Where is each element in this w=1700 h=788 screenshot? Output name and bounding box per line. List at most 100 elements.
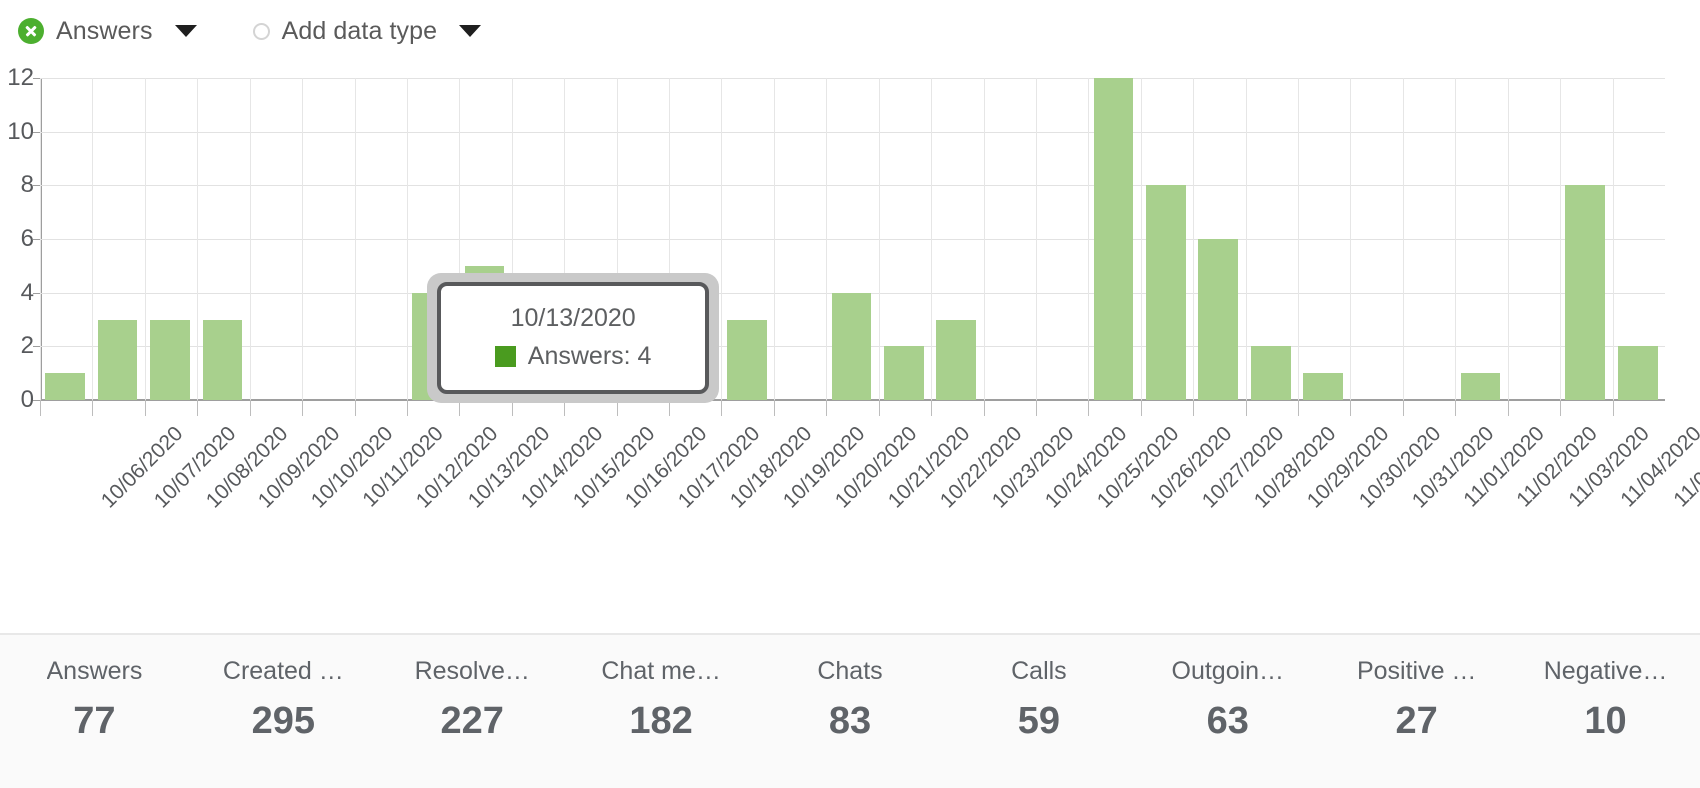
bar[interactable] bbox=[1093, 78, 1134, 400]
stat-card-value: 59 bbox=[1017, 700, 1061, 742]
y-axis-tick-label: 12 bbox=[7, 64, 34, 91]
x-axis-tick-mark bbox=[773, 400, 775, 416]
y-axis-tick-label: 8 bbox=[20, 171, 34, 199]
y-axis-tick-label: 2 bbox=[20, 332, 34, 360]
x-axis-tick-mark bbox=[616, 400, 618, 416]
bar[interactable] bbox=[1617, 346, 1658, 400]
x-gridline bbox=[197, 78, 199, 400]
x-gridline bbox=[1612, 78, 1614, 400]
bar[interactable] bbox=[726, 319, 767, 400]
y-axis-tick-label: 4 bbox=[20, 278, 34, 306]
stat-card[interactable]: Calls 59 bbox=[944, 657, 1133, 743]
legend-chip-add-data-type-label: Add data type bbox=[281, 16, 438, 45]
y-axis-tick-mark bbox=[33, 185, 40, 187]
empty-circle-icon[interactable] bbox=[252, 22, 270, 40]
x-gridline bbox=[302, 78, 304, 400]
legend-chip-add-data-type[interactable]: Add data type bbox=[247, 11, 488, 51]
x-gridline bbox=[1560, 78, 1562, 400]
chevron-down-icon[interactable] bbox=[459, 25, 482, 37]
legend-chip-answers[interactable]: Answers bbox=[12, 11, 203, 51]
stat-card[interactable]: Chat me… 182 bbox=[567, 657, 756, 743]
x-gridline bbox=[249, 78, 251, 400]
x-axis-tick-mark bbox=[1088, 400, 1090, 416]
y-axis-tick-mark bbox=[33, 239, 40, 240]
bar[interactable] bbox=[1565, 185, 1606, 400]
legend-chip-answers-label: Answers bbox=[56, 16, 153, 45]
x-gridline bbox=[1193, 78, 1195, 400]
stat-card-value: 295 bbox=[251, 700, 316, 742]
x-axis-tick-mark bbox=[249, 400, 251, 416]
x-axis-tick-mark bbox=[1193, 400, 1195, 416]
y-gridline bbox=[40, 78, 1665, 79]
x-gridline bbox=[144, 78, 146, 400]
stat-card[interactable]: Positive … 27 bbox=[1322, 657, 1511, 743]
summary-stats-bar: Answers 77 Created … 295 Resolve… 227 Chat me…… bbox=[0, 633, 1700, 788]
x-axis-tick-mark bbox=[721, 400, 723, 416]
x-gridline bbox=[564, 78, 566, 400]
x-axis-tick-mark bbox=[1035, 400, 1037, 416]
x-gridline bbox=[459, 78, 461, 400]
bar[interactable] bbox=[1250, 346, 1291, 400]
stat-card-label: Created … bbox=[222, 657, 344, 685]
x-gridline bbox=[1298, 78, 1300, 400]
x-axis-tick-mark bbox=[1612, 400, 1614, 416]
x-axis-tick-mark bbox=[1245, 400, 1247, 416]
x-gridline bbox=[669, 78, 671, 400]
x-axis-tick-mark bbox=[1402, 400, 1404, 416]
bar-chart-plot-area[interactable]: 0 2 4 6 8 10 12 10/06/2020 10/07/2020 10/08/2020 1… bbox=[7, 64, 1700, 513]
stat-card-value: 63 bbox=[1206, 700, 1249, 742]
x-gridline bbox=[1140, 78, 1142, 400]
x-axis-tick-mark bbox=[931, 400, 933, 416]
stat-card[interactable]: Resolve… 227 bbox=[378, 657, 567, 743]
stat-card-value: 83 bbox=[828, 700, 872, 742]
y-axis-tick-mark bbox=[33, 78, 40, 79]
x-gridline bbox=[1455, 78, 1457, 400]
bar[interactable] bbox=[45, 373, 86, 400]
y-gridline bbox=[40, 131, 1665, 133]
x-axis-tick-mark bbox=[878, 400, 880, 416]
bar[interactable] bbox=[1198, 239, 1239, 400]
x-gridline bbox=[826, 78, 828, 400]
close-circle-icon[interactable] bbox=[18, 18, 44, 44]
stat-card-value: 77 bbox=[73, 700, 116, 742]
y-axis-tick-label: 0 bbox=[20, 386, 34, 413]
stat-card[interactable]: Chats 83 bbox=[756, 657, 945, 743]
x-gridline bbox=[878, 78, 880, 400]
bar[interactable] bbox=[1303, 373, 1344, 400]
x-gridline bbox=[1350, 78, 1352, 400]
x-gridline bbox=[1245, 78, 1247, 400]
bar[interactable] bbox=[1146, 185, 1186, 400]
y-gridline bbox=[40, 185, 1665, 187]
stat-card[interactable]: Outgoin… 63 bbox=[1133, 657, 1322, 743]
x-gridline bbox=[92, 78, 94, 400]
stat-card-value: 182 bbox=[629, 700, 693, 742]
stat-card[interactable]: Created … 295 bbox=[189, 657, 378, 743]
stat-card[interactable]: Answers 77 bbox=[0, 657, 189, 743]
x-axis-tick-mark bbox=[1140, 400, 1142, 416]
stat-card-label: Answers bbox=[46, 657, 143, 685]
y-axis-tick-label: 6 bbox=[20, 225, 34, 252]
x-axis-tick-mark bbox=[1298, 400, 1300, 416]
stat-card-label: Calls bbox=[1011, 657, 1067, 685]
bar[interactable] bbox=[831, 292, 872, 400]
x-axis-tick-mark bbox=[1507, 400, 1509, 416]
x-gridline bbox=[773, 78, 775, 400]
x-axis-tick-mark bbox=[144, 400, 146, 416]
series-color-swatch-icon bbox=[494, 346, 516, 368]
x-axis-tick-mark bbox=[197, 400, 199, 416]
x-gridline bbox=[1035, 78, 1037, 400]
bar[interactable] bbox=[883, 346, 924, 400]
bar[interactable] bbox=[936, 319, 977, 400]
x-gridline bbox=[40, 78, 41, 400]
bar[interactable] bbox=[150, 319, 190, 400]
bar[interactable] bbox=[97, 319, 138, 400]
stat-card-value: 227 bbox=[440, 700, 504, 742]
bar[interactable] bbox=[1460, 373, 1501, 400]
stat-card[interactable]: Negative… 10 bbox=[1511, 657, 1700, 743]
bar[interactable] bbox=[202, 319, 243, 400]
y-axis-tick-mark bbox=[33, 292, 40, 294]
chevron-down-icon[interactable] bbox=[174, 25, 197, 37]
x-axis-tick-mark bbox=[826, 400, 828, 416]
x-axis-tick-mark bbox=[302, 400, 304, 416]
x-gridline bbox=[983, 78, 985, 400]
